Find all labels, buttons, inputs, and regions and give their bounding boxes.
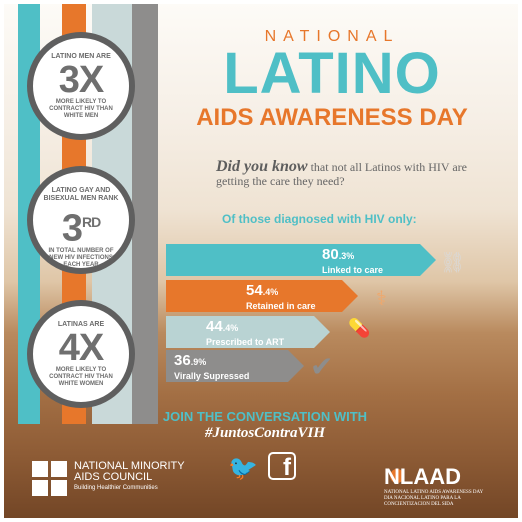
infographic-canvas: LATINO MEN ARE 3X MORE LIKELY TO CONTRAC… [4, 4, 518, 518]
twitter-icon[interactable]: 🐦 [228, 455, 258, 482]
nlaad-logo-mark [390, 469, 404, 483]
cascade-bar-retained: 54.4% Retained in care [166, 280, 358, 312]
nmac-name-line-2: AIDS COUNCIL [74, 471, 153, 483]
cascade-label: Retained in care [246, 301, 316, 311]
cascade-bar-shape [166, 244, 436, 276]
checkmark-icon: ✔ [310, 351, 334, 382]
percent-whole: 80 [322, 246, 339, 263]
stat-circle-men: LATINO MEN ARE 3X MORE LIKELY TO CONTRAC… [27, 32, 135, 140]
percent-whole: 54 [246, 282, 263, 299]
cascade-text: 36.9% Virally Supressed [174, 352, 249, 381]
percent-decimal: .9% [190, 357, 207, 367]
stat-value: 4X [58, 327, 104, 369]
cascade-text: 80.3% Linked to care [322, 246, 383, 275]
nlaad-logo-text: NLAAD [384, 464, 461, 489]
stat-top: LATINAS ARE [57, 321, 105, 328]
nmac-name: NATIONAL MINORITY AIDS COUNCIL [74, 461, 185, 483]
cascade-label: Virally Supressed [174, 371, 250, 381]
stat-value-suffix: RD [81, 214, 101, 230]
diagnosed-label: Of those diagnosed with HIV only: [222, 212, 417, 226]
cascade-percent: 36.9% [174, 352, 249, 371]
header-latino: LATINO [223, 41, 441, 106]
cascade-bar-shape [166, 316, 330, 348]
join-conversation-text: JOIN THE CONVERSATION WITH [162, 409, 368, 424]
nlaad-subtitle-line-2: DIA NACIONAL LATINO PARA LA CONCIENTIZAC… [384, 496, 461, 507]
cascade-bar-linked: 80.3% Linked to care [166, 244, 436, 276]
percent-decimal: .4% [262, 287, 279, 297]
did-you-know-rest: that not all Latinos with HIV are gettin… [216, 160, 467, 188]
cascade-text: 54.4% Retained in care [246, 282, 316, 311]
medical-caduceus-icon: ⚕ [376, 288, 387, 310]
cascade-text: 44.4% Prescribed to ART [206, 318, 284, 347]
stat-top: LATINO MEN ARE [51, 53, 111, 60]
hashtag-text[interactable]: #JuntosContraVIH [204, 425, 326, 441]
cascade-bar-shape [166, 280, 358, 312]
stat-value: 3X [58, 59, 104, 101]
stat-value-number: 3 [61, 207, 83, 250]
cascade-percent: 54.4% [246, 282, 316, 301]
header-aids-awareness-day: AIDS AWARENESS DAY [196, 104, 468, 131]
header-national: NATIONAL [264, 28, 400, 45]
cascade-label: Prescribed to ART [206, 337, 285, 347]
percent-decimal: .4% [222, 323, 239, 333]
percent-whole: 36 [174, 352, 191, 369]
cascade-bar-shape [166, 350, 304, 382]
stat-circle-latinas: LATINAS ARE 4X MORE LIKELY TO CONTRACT H… [27, 300, 135, 408]
gray-stripe [132, 4, 158, 424]
stat-bottom: MORE LIKELY TO CONTRACT HIV THAN WHITE M… [49, 99, 113, 119]
pill-icon: 💊 [348, 318, 371, 338]
did-you-know-lead: Did you know [216, 158, 308, 175]
percent-whole: 44 [206, 318, 223, 335]
nlaad-subtitle-line-1: NATIONAL LATINO AIDS AWARENESS DAY [384, 490, 484, 495]
cascade-bar-prescribed: 44.4% Prescribed to ART [166, 316, 330, 348]
stat-value: 3RD [33, 203, 129, 248]
stat-circle-gay-bisexual: LATINO GAY AND BISEXUAL MEN RANK 3RD IN … [27, 166, 135, 274]
nlaad-subtitle: NATIONAL LATINO AIDS AWARENESS DAY DIA N… [384, 490, 504, 508]
cascade-label: Linked to care [322, 265, 384, 275]
stat-top: LATINO GAY AND BISEXUAL MEN RANK [43, 187, 119, 202]
cascade-percent: 80.3% [322, 246, 383, 265]
nmac-tagline: Building Healthier Communities [74, 485, 158, 491]
nmac-logo [32, 461, 68, 497]
cascade-percent: 44.4% [206, 318, 284, 337]
chain-link-icon: ⛓ [440, 252, 466, 274]
did-you-know-text: Did you know that not all Latinos with H… [216, 158, 486, 189]
facebook-icon[interactable]: f [268, 452, 296, 481]
stat-bottom: MORE LIKELY TO CONTRACT HIV THAN WHITE W… [49, 367, 113, 387]
cascade-bar-suppressed: 36.9% Virally Supressed [166, 350, 304, 382]
percent-decimal: .3% [338, 251, 355, 261]
stat-bottom: IN TOTAL NUMBER OF NEW HIV INFECTIONS EA… [48, 247, 114, 268]
nmac-name-line-1: NATIONAL MINORITY [74, 460, 185, 472]
